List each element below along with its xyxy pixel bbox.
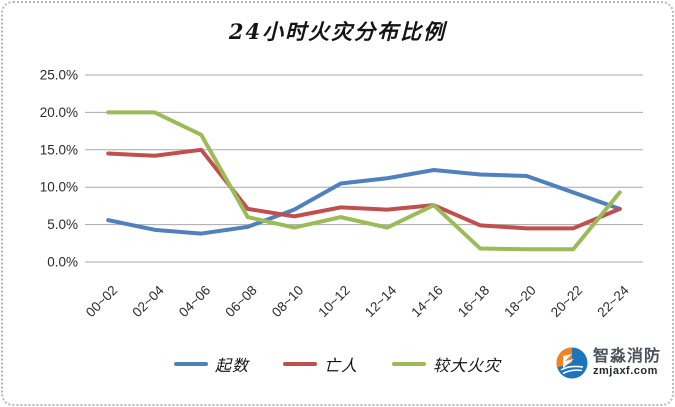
x-axis-tick-label: 12~14 [362, 282, 400, 320]
x-axis-tick-label: 04~06 [176, 283, 213, 320]
series-line-起数 [106, 167, 622, 236]
x-axis-tick-label: 10~12 [315, 283, 352, 320]
chart-legend: 起数 亡人 较大火灾 [0, 352, 675, 376]
watermark-name: 智淼消防 [592, 347, 661, 365]
x-axis-tick-label: 16~18 [455, 283, 492, 320]
y-axis-tick-label: 10.0% [40, 180, 78, 195]
legend-label-jiaodahuozai: 较大火灾 [433, 356, 502, 375]
x-axis-tick-label: 08~10 [269, 283, 306, 320]
y-axis-tick-label: 15.0% [40, 142, 78, 157]
x-axis-tick-label: 00~02 [83, 283, 120, 320]
y-axis-tick-label: 25.0% [40, 68, 78, 83]
legend-item-jiaodahuozai: 较大火灾 [392, 352, 501, 376]
legend-swatch-wangren [282, 362, 317, 366]
x-axis-tick-label: 22~24 [594, 282, 632, 320]
chart-title: 24小时火灾分布比例 [228, 19, 447, 44]
x-axis-tick-label: 14~16 [408, 283, 445, 320]
series-line-较大火灾 [106, 110, 622, 252]
legend-label-qishu: 起数 [214, 356, 249, 375]
y-axis-tick-label: 5.0% [47, 217, 78, 232]
legend-item-qishu: 起数 [173, 352, 249, 376]
x-axis-tick-label: 18~20 [501, 283, 538, 320]
series-line-亡人 [106, 147, 622, 231]
legend-label-wangren: 亡人 [323, 356, 358, 375]
x-axis-tick-label: 20~22 [548, 283, 585, 320]
x-axis-tick-label: 06~08 [222, 283, 259, 320]
legend-swatch-jiaodahuozai [392, 362, 426, 366]
watermark-domain: zmjaxf.com [592, 364, 658, 377]
watermark-logo: 智淼消防 zmjaxf.com [555, 346, 661, 380]
legend-item-wangren: 亡人 [282, 352, 358, 376]
y-axis-tick-label: 20.0% [40, 105, 78, 120]
legend-swatch-qishu [173, 362, 208, 366]
y-axis-tick-label: 0.0% [47, 255, 78, 270]
watermark-logo-icon [556, 347, 588, 379]
x-axis-tick-label: 02~04 [129, 282, 167, 320]
